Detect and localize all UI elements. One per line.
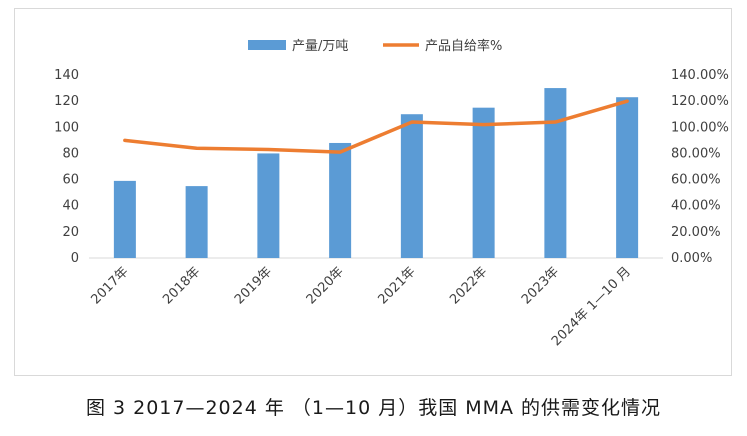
figure-caption: 图 3 2017—2024 年 （1—10 月）我国 MMA 的供需变化情况 — [85, 397, 662, 419]
y-right-tick-label: 0.00% — [671, 251, 712, 266]
bar — [329, 142, 352, 258]
legend-label-bar: 产量/万吨 — [292, 39, 348, 54]
y-left-tick-label: 60 — [62, 173, 79, 188]
x-tick-label: 2017年 — [89, 264, 132, 307]
x-tick-label: 2024年 1—10 月 — [549, 264, 634, 349]
bar — [616, 97, 639, 258]
y-left-tick-label: 100 — [54, 120, 79, 135]
y-right-tick-label: 120.00% — [671, 94, 729, 109]
x-tick-label: 2021年 — [376, 264, 419, 307]
bar — [257, 153, 280, 258]
line-series-self-sufficiency — [123, 99, 629, 154]
y-right-tick-label: 80.00% — [671, 146, 721, 161]
y-right-tick-label: 40.00% — [671, 199, 721, 214]
y-left-tick-label: 0 — [71, 251, 79, 266]
x-tick-label: 2023年 — [519, 264, 562, 307]
bar — [544, 88, 567, 258]
y-left-tick-label: 20 — [62, 225, 79, 240]
x-tick-label: 2020年 — [304, 264, 347, 307]
chart-canvas: 0 20 40 60 80 100 120 140 0.00% 20.00% 40.00% 60.00… — [54, 38, 729, 349]
legend-label-line: 产品自给率% — [425, 38, 502, 54]
bar — [113, 180, 136, 258]
y-left-tick-label: 140 — [54, 68, 79, 83]
chart-frame: 0 20 40 60 80 100 120 140 0.00% 20.00% 40.00% 60.00… — [14, 8, 732, 376]
y-left-tick-label: 120 — [54, 94, 79, 109]
x-tick-label: 2018年 — [160, 264, 203, 307]
y-right-tick-label: 60.00% — [671, 173, 721, 188]
bar — [185, 186, 208, 258]
x-tick-label: 2022年 — [447, 264, 490, 307]
x-tick-label: 2019年 — [232, 264, 275, 307]
bar — [400, 114, 423, 258]
legend-swatch-bar — [248, 40, 286, 50]
y-right-tick-label: 140.00% — [671, 68, 729, 83]
y-left-tick-label: 40 — [62, 199, 79, 214]
y-left-tick-label: 80 — [62, 146, 79, 161]
y-right-tick-label: 100.00% — [671, 120, 729, 135]
bar — [472, 107, 495, 258]
y-right-tick-label: 20.00% — [671, 225, 721, 240]
